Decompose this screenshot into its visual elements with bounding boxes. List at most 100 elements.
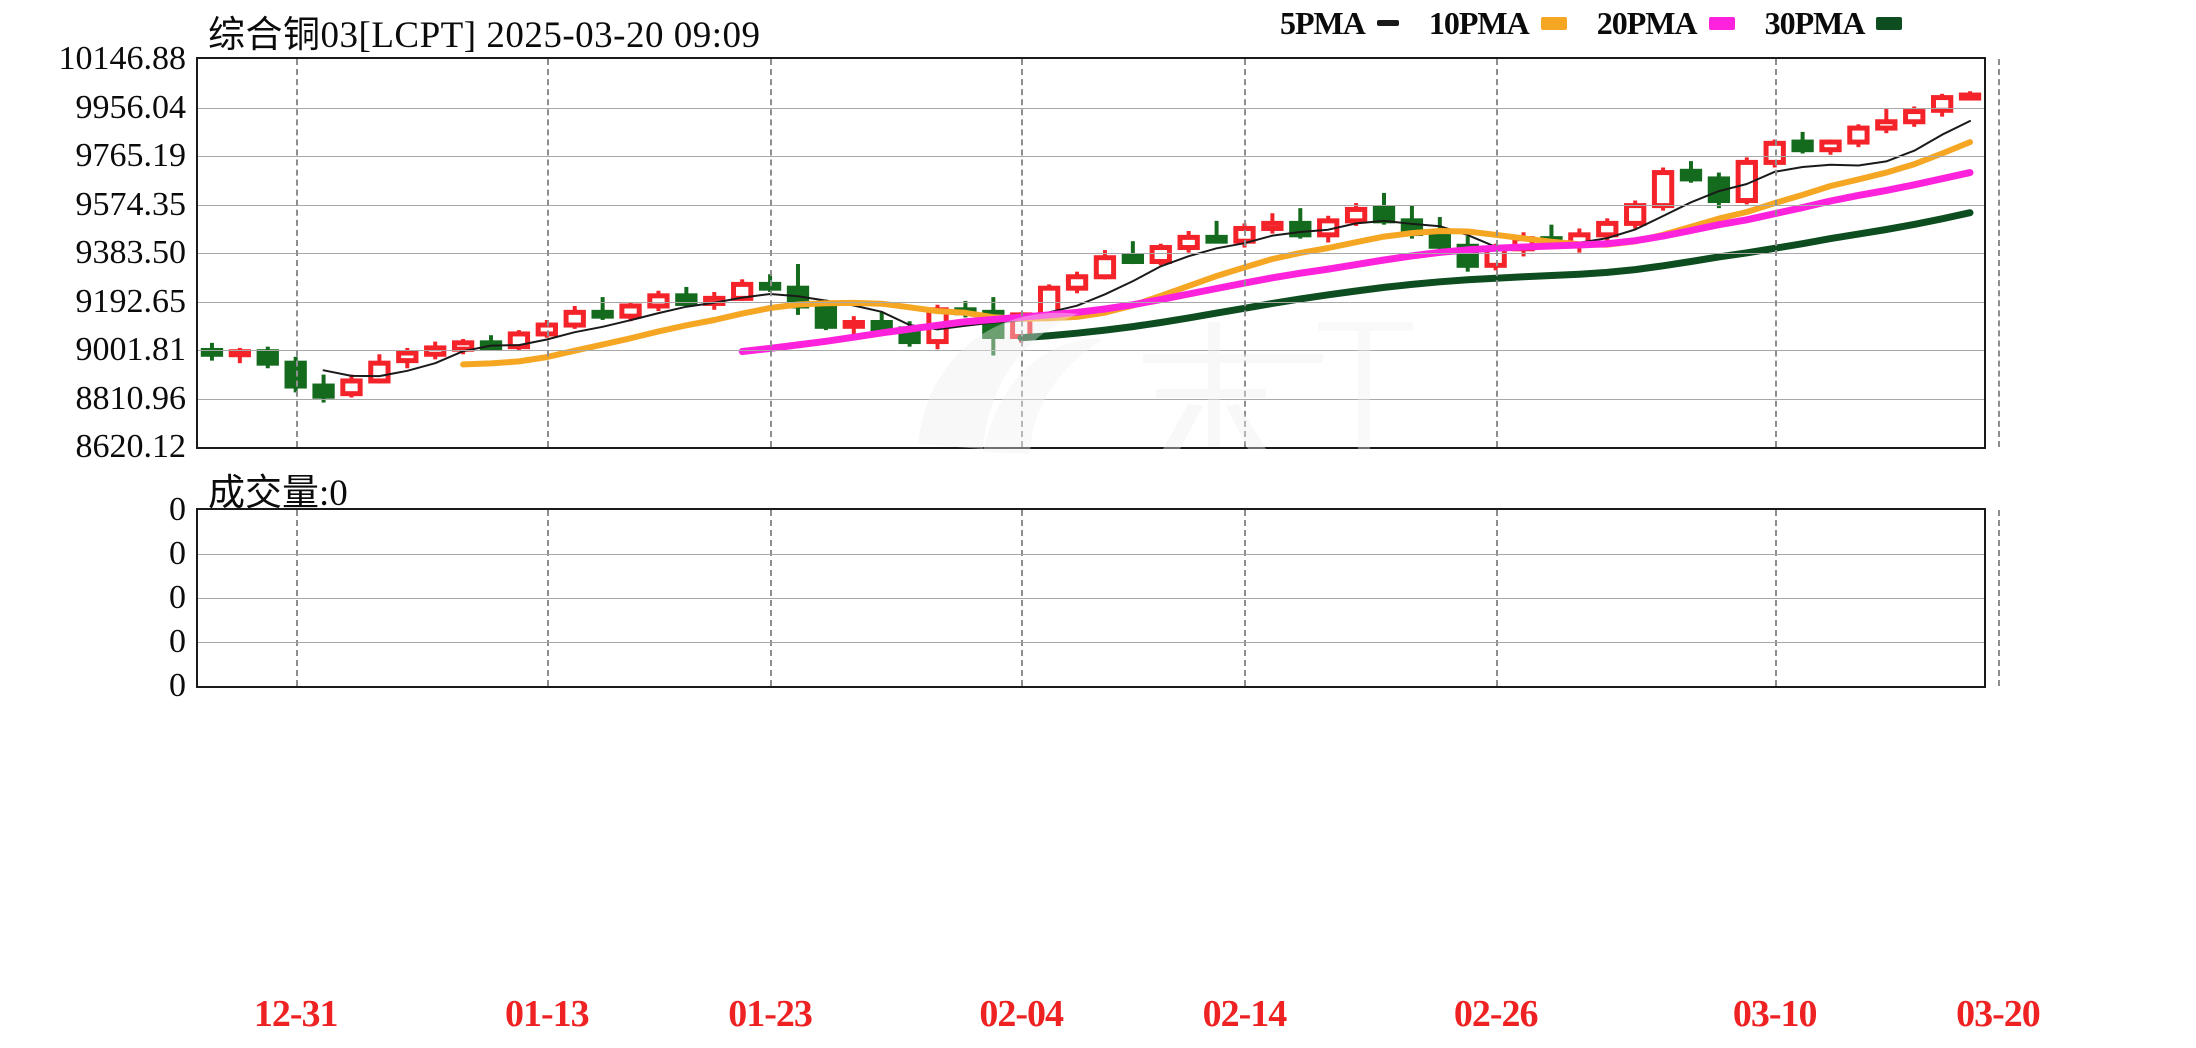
candle-body-up [563,309,586,328]
price-y-tick-label: 9765.19 [75,137,187,174]
candle-body-up [340,378,363,397]
candle-body-down [200,347,224,357]
candlestick [1930,93,1954,117]
candlestick [814,299,838,331]
candlestick [1121,241,1145,265]
candlestick [1958,91,1982,101]
gridline-horizontal [198,642,1984,643]
volume-y-tick-label: 0 [169,535,186,572]
candlestick [842,316,865,337]
x-axis-tick-label: 02-26 [1453,993,1539,1035]
candle-body-down [675,293,698,306]
gridline-horizontal [198,156,1984,157]
candle-body-up [1149,245,1172,265]
price-y-tick-label: 8620.12 [75,428,187,465]
candle-body-up [1624,203,1647,226]
gridline-vertical [1997,59,2000,447]
price-y-tick-label: 9001.81 [75,331,187,368]
volume-chart-panel[interactable] [196,508,2000,688]
gridline-horizontal [198,398,1984,400]
legend-5pma[interactable]: 5PMA [1280,5,1399,42]
candlestick [200,342,224,361]
candlestick [1651,167,1675,211]
candlestick [1791,131,1814,154]
candlestick [870,312,893,333]
candlestick [1568,228,1591,253]
gridline-vertical [1021,59,1024,447]
candle-body-up [1093,255,1117,280]
candle-body-up [1065,274,1089,291]
candle-body-down [1428,231,1451,249]
candlestick [647,290,670,312]
candlestick [1149,243,1172,266]
candlestick [1847,124,1870,148]
candle-body-up [1875,119,1898,131]
volume-y-tick-label: 0 [169,491,186,528]
gridline-vertical [1774,59,1777,447]
ma-legend: 5PMA 10PMA 20PMA 30PMA [1280,5,1932,42]
candle-body-down [1289,220,1312,238]
candle-body-up [424,345,447,357]
gridline-vertical [1997,510,2000,686]
gridline-horizontal [198,204,1984,206]
price-y-tick-label: 8810.96 [75,379,187,417]
candlestick [1679,161,1703,183]
x-axis-tick-label: 03-10 [1732,993,1818,1035]
candle-body-up [1735,159,1758,204]
legend-color-swatch [1540,16,1567,30]
candle-body-up [396,350,419,364]
candlestick [312,374,335,403]
price-y-tick-label: 9574.35 [75,185,187,223]
candlestick [563,305,586,329]
legend-label: 20PMA [1596,4,1698,41]
candlestick [507,330,531,351]
candle-body-up [1261,220,1284,231]
volume-y-tick-label: 0 [169,623,186,660]
candlestick [1065,271,1089,294]
x-axis-tick-label: 02-14 [1202,993,1288,1035]
candle-body-up [1596,220,1619,238]
candle-body-up [1651,170,1675,209]
candlestick [1177,231,1200,253]
candle-body-up [1819,139,1842,153]
volume-title: 成交量:0 [208,473,348,514]
ma-line-10pma [460,139,1973,368]
gridline-vertical [295,59,298,447]
gridline-horizontal [198,301,1984,303]
gridline-vertical [1244,59,1247,447]
candle-body-down [814,303,838,329]
legend-10pma[interactable]: 10PMA [1429,5,1567,42]
legend-color-swatch [1376,20,1399,26]
price-y-tick-label: 9956.04 [75,88,187,126]
candlestick [1261,213,1284,234]
candlestick [591,297,614,320]
candle-body-down [312,383,335,399]
candlestick [675,286,698,308]
x-axis-tick-label: 01-23 [728,993,813,1035]
candlestick [1093,250,1117,280]
ma-line-30pma [1017,209,1974,342]
chart-header: 综合铜03[LCPT] 2025-03-20 09:09 5PMA 10PMA 20… [0,0,2196,56]
legend-30pma[interactable]: 30PMA [1765,5,1903,42]
candle-body-up [1958,92,1982,101]
candle-body-down [256,349,279,366]
legend-color-swatch [1708,16,1735,30]
gridline-horizontal [198,253,1984,254]
legend-20pma[interactable]: 20PMA [1597,5,1735,42]
candle-body-down [1121,253,1145,265]
candle-body-up [1903,109,1926,125]
gridline-horizontal [198,554,1984,555]
candle-body-down [1372,205,1396,224]
candle-body-up [1177,234,1200,251]
candle-body-down [1791,139,1814,153]
volume-y-tick-label: 0 [169,667,186,704]
gridline-horizontal [198,598,1984,599]
x-axis-tick-label: 01-13 [505,993,590,1035]
candlestick [982,297,1005,356]
price-y-tick-label: 10146.88 [58,40,187,77]
price-chart-panel[interactable] [196,57,2000,454]
candle-body-down [870,320,893,332]
page-title: 综合铜03[LCPT] 2025-03-20 09:09 [208,15,761,56]
candlestick [1205,220,1228,244]
